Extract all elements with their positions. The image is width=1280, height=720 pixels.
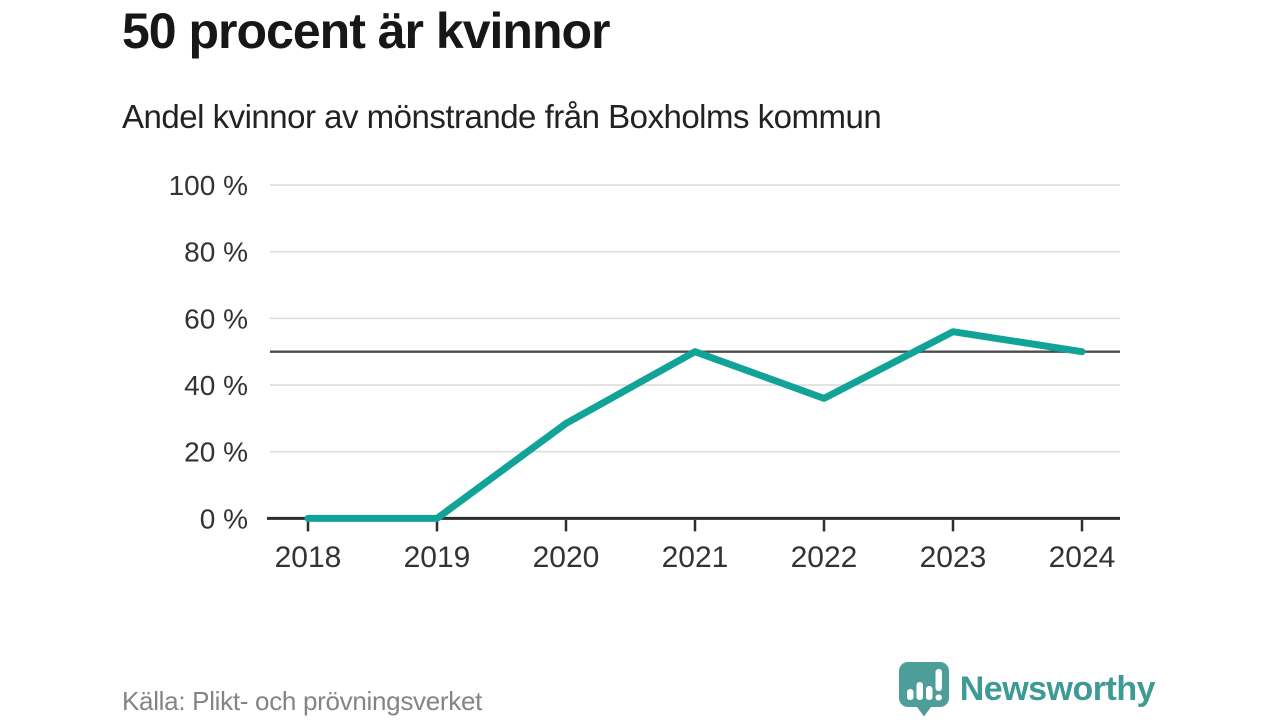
chart-title: 50 procent är kvinnor (122, 3, 610, 59)
y-tick-label-20: 20 % (184, 437, 248, 468)
x-tick-label-2023: 2023 (920, 541, 987, 574)
y-tick-label-100: 100 % (169, 170, 248, 201)
x-tick-label-2018: 2018 (275, 541, 342, 574)
x-tick-label-2020: 2020 (533, 541, 600, 574)
logo-exclamation-bar (935, 669, 942, 691)
x-tick-label-2024: 2024 (1049, 541, 1116, 574)
series-line (304, 328, 1086, 522)
x-tick-label-2021: 2021 (662, 541, 729, 574)
x-tick-label-2022: 2022 (791, 541, 858, 574)
newsworthy-logo: Newsworthy (898, 660, 1156, 718)
logo-bar-2 (916, 682, 923, 700)
newsworthy-logo-icon (898, 662, 949, 717)
newsworthy-logo-text: Newsworthy (959, 669, 1156, 708)
y-tick-label-80: 80 % (184, 237, 248, 268)
logo-bar-3 (925, 686, 933, 700)
y-tick-label-0: 0 % (200, 503, 248, 534)
source-note: Källa: Plikt- och prövningsverket (122, 686, 483, 716)
y-tick-label-40: 40 % (184, 370, 248, 401)
y-tick-label-60: 60 % (184, 303, 248, 334)
chart-subtitle: Andel kvinnor av mönstrande från Boxholm… (122, 98, 882, 135)
logo-exclamation-dot (935, 694, 942, 701)
x-tick-label-2019: 2019 (404, 541, 471, 574)
logo-bar-1 (906, 689, 914, 700)
